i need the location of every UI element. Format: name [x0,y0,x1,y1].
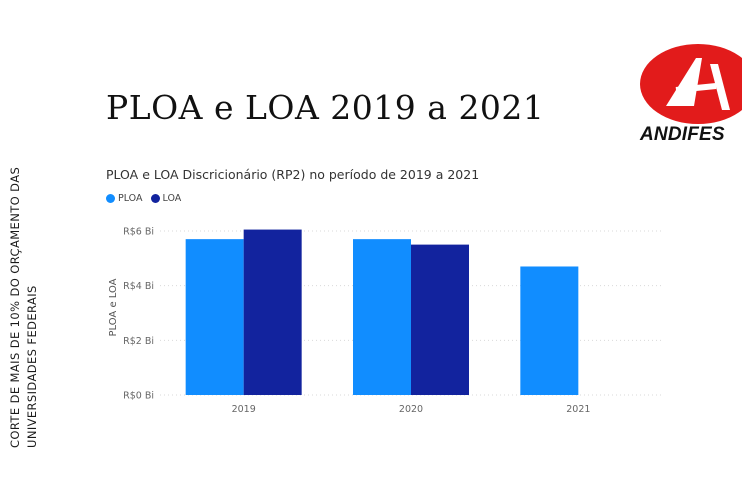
bar-ploa-2019 [185,239,244,395]
bar-loa-2019 [243,229,302,395]
y-tick-label: R$4 Bi [123,281,154,292]
y-axis-label: PLOA e LOA [108,278,119,336]
y-tick-label: R$0 Bi [123,391,154,402]
chart-title: PLOA e LOA Discricionário (RP2) no perío… [106,167,480,182]
legend-item-ploa: PLOA [106,193,143,204]
x-tick-label: 2021 [566,404,590,415]
legend-item-loa: LOA [150,193,182,204]
slide-title: PLOA e LOA 2019 a 2021 [106,88,545,127]
legend-dot-ploa [106,194,115,203]
y-tick-label: R$6 Bi [123,226,154,237]
andifes-logo-mark [640,44,742,124]
chart-legend: PLOA LOA [106,193,181,204]
bar-ploa-2021 [520,266,579,395]
andifes-logo [636,34,742,146]
bar-ploa-2020 [353,239,411,395]
andifes-logo-text: ANDIFES [640,124,725,145]
legend-label-ploa: PLOA [118,193,143,204]
x-tick-label: 2019 [232,404,256,415]
y-tick-label: R$2 Bi [123,336,154,347]
legend-dot-loa [150,194,160,203]
legend-label-loa: LOA [162,193,182,204]
bar-loa-2020 [411,244,469,395]
x-tick-label: 2020 [399,404,423,415]
